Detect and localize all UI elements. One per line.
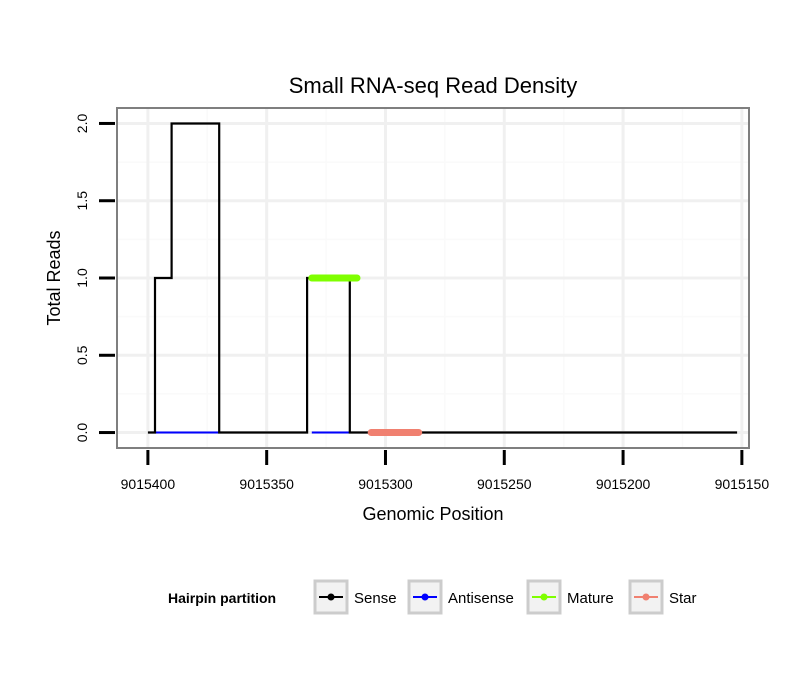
grid-lines — [117, 108, 749, 448]
legend-point-mature — [540, 593, 548, 601]
legend-label-sense: Sense — [354, 590, 397, 607]
y-tick-label: 0.5 — [74, 345, 90, 365]
y-tick-label: 1.5 — [74, 191, 90, 211]
y-tick-label: 2.0 — [74, 114, 90, 134]
legend: Hairpin partition Sense Antisense Mature St… — [168, 579, 697, 615]
x-tick-label: 9015300 — [358, 476, 413, 492]
legend-point-star — [642, 593, 650, 601]
y-axis: 0.0 0.5 1.0 1.5 2.0 — [74, 114, 115, 443]
legend-label-mature: Mature — [567, 590, 614, 607]
legend-point-antisense — [421, 593, 429, 601]
legend-label-star: Star — [669, 590, 697, 607]
legend-point-sense — [327, 593, 335, 601]
legend-title: Hairpin partition — [168, 590, 276, 606]
x-tick-label: 9015250 — [477, 476, 532, 492]
plot-border — [116, 107, 750, 449]
y-axis-title: Total Reads — [44, 230, 64, 325]
x-tick-label: 9015200 — [596, 476, 651, 492]
y-tick-label: 1.0 — [74, 268, 90, 288]
legend-label-antisense: Antisense — [448, 590, 514, 607]
x-tick-label: 9015400 — [121, 476, 176, 492]
chart-title: Small RNA-seq Read Density — [289, 73, 578, 98]
series-sense-line — [147, 122, 738, 434]
x-tick-label: 9015350 — [239, 476, 294, 492]
x-axis: 9015400 9015350 9015300 9015250 9015200 90151… — [121, 450, 770, 492]
y-tick-label: 0.0 — [74, 423, 90, 443]
series-layer — [147, 122, 738, 436]
x-tick-label: 9015150 — [715, 476, 770, 492]
x-axis-title: Genomic Position — [362, 504, 503, 524]
